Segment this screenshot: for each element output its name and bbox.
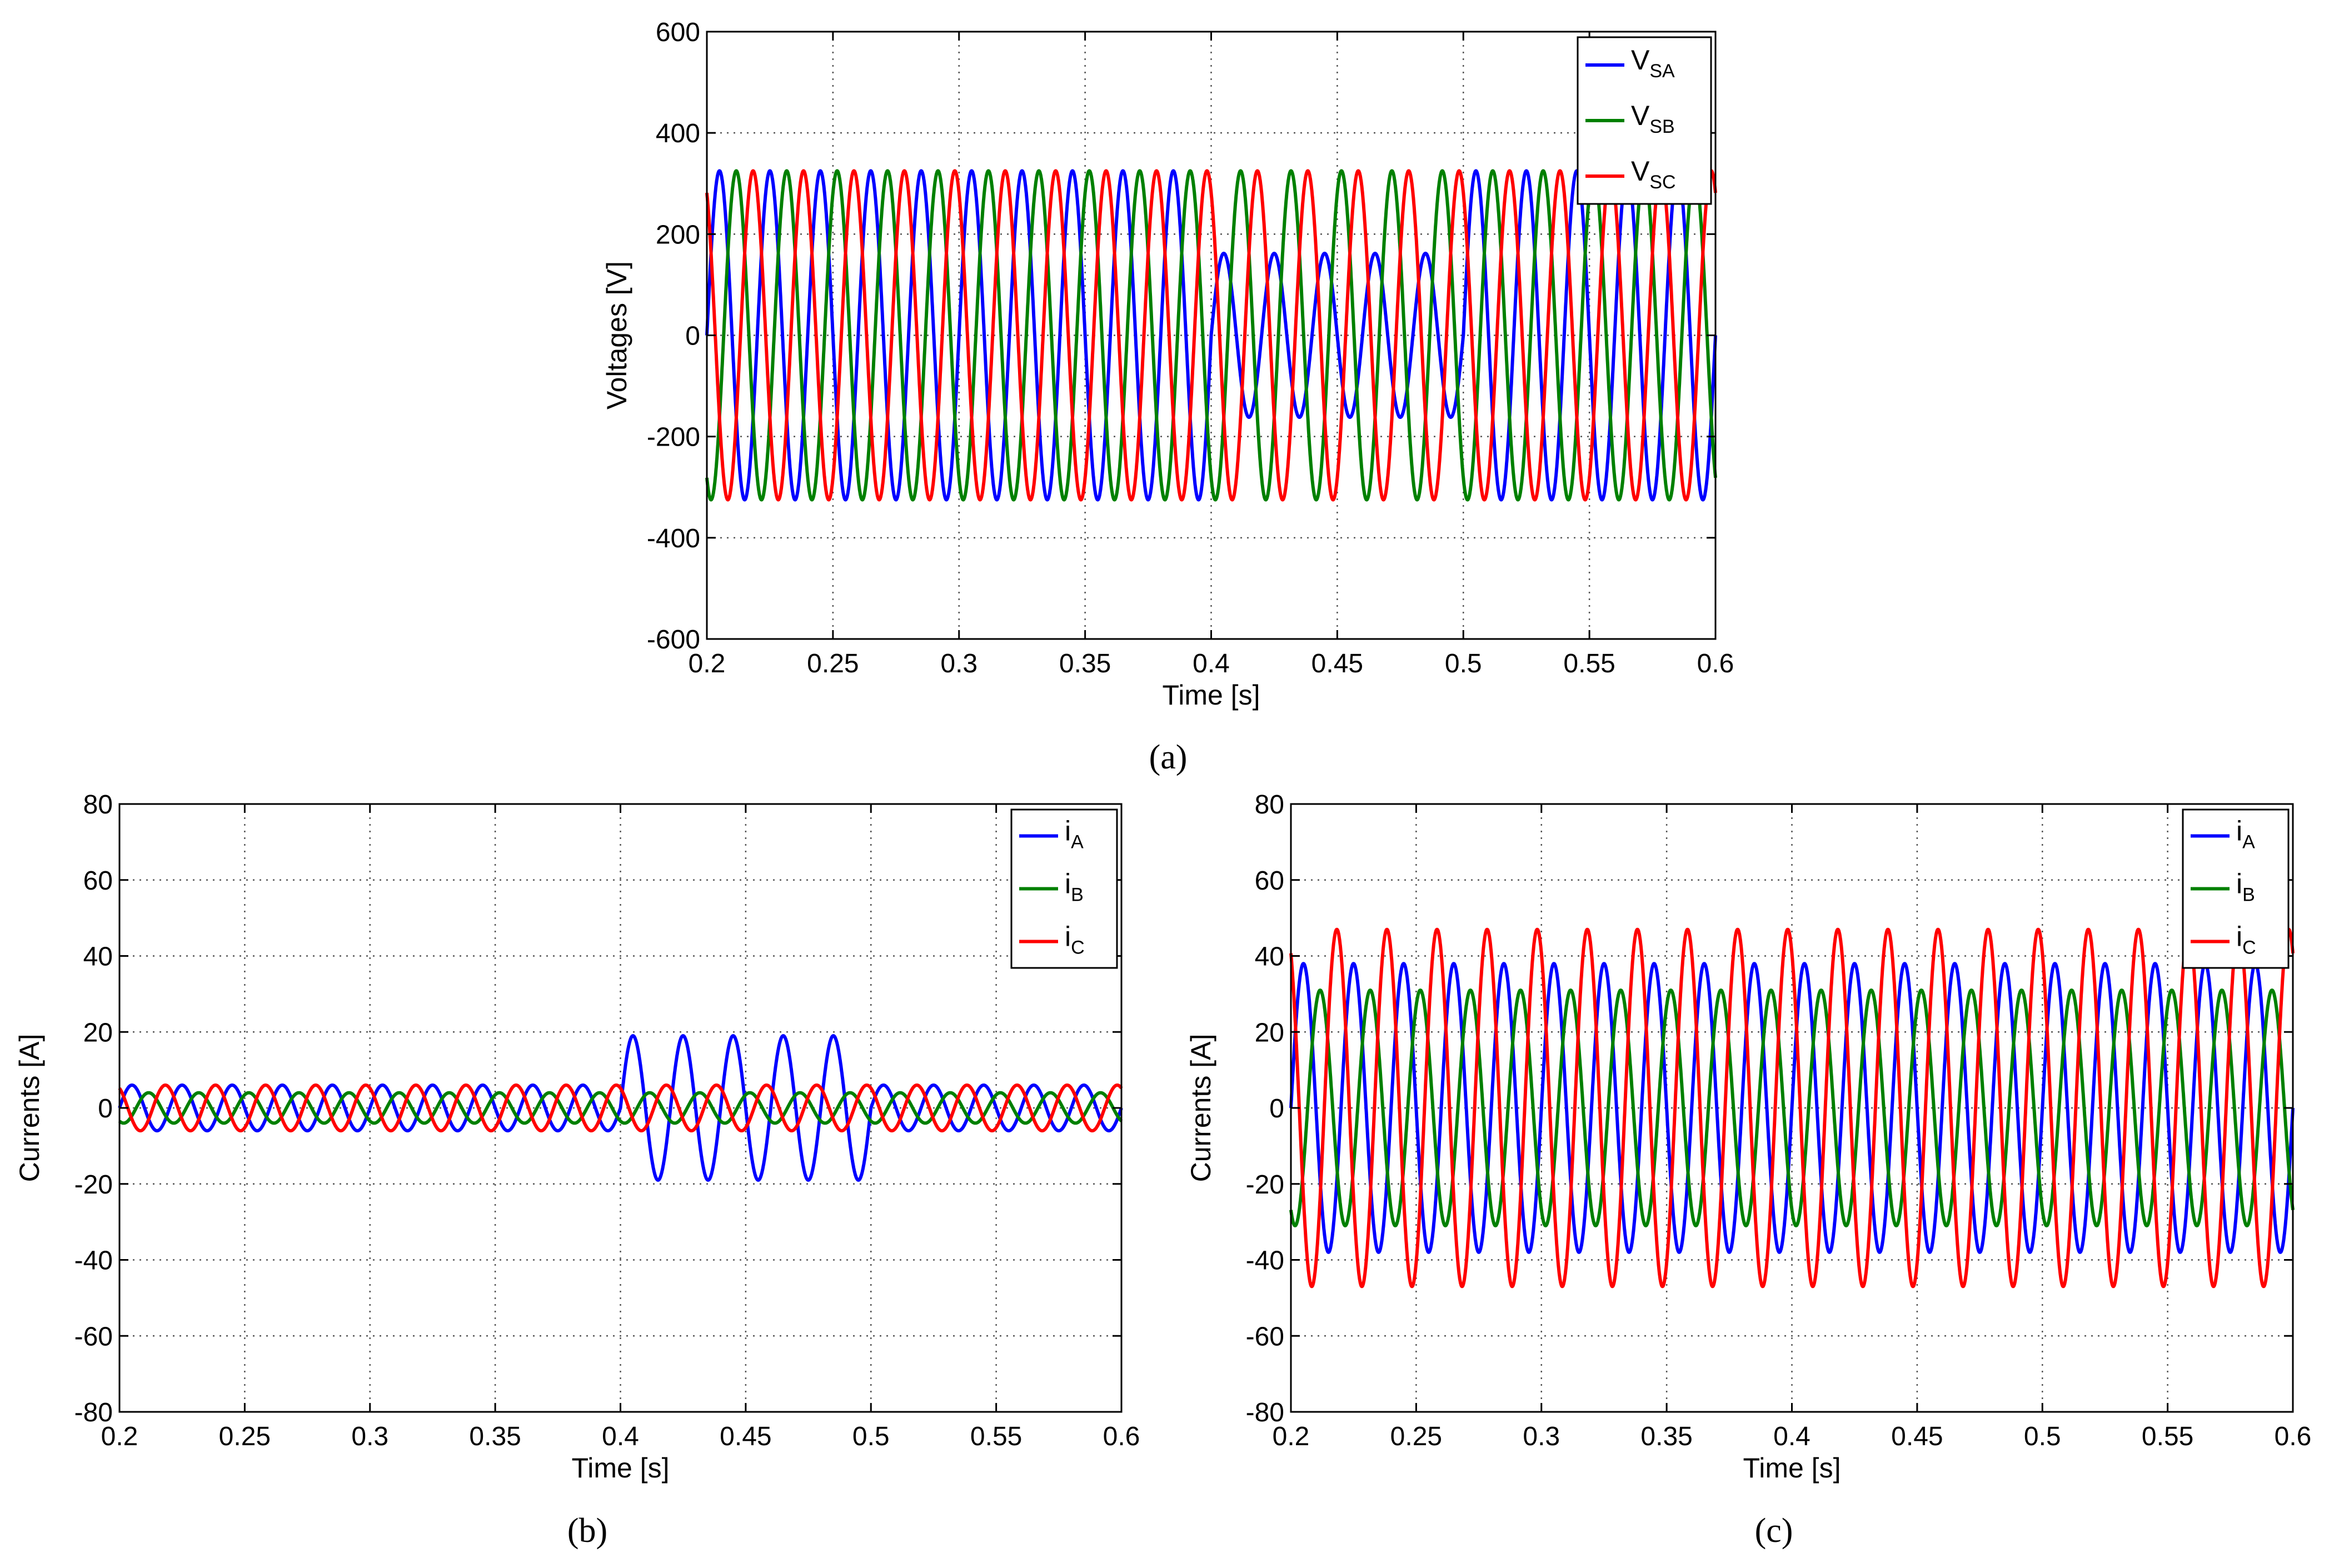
panel-c-ytick-label: -40 xyxy=(1246,1246,1284,1276)
panel-b: (b) 0.2 0.25 0.3 0.35 0.4 0.45 0.5 0.55 0.6 80 60 4… xyxy=(14,790,1140,1550)
panel-c-xlabel: Time [s] xyxy=(1743,1452,1841,1484)
panel-b-ytick-label: -60 xyxy=(74,1322,113,1351)
panel-a-ytick-label: 400 xyxy=(656,119,700,148)
panel-c-ytick-label: -60 xyxy=(1246,1322,1284,1351)
panel-c-ytick-label: 60 xyxy=(1255,866,1284,896)
panel-c-xtick-label: 0.3 xyxy=(1523,1422,1560,1451)
panel-a-ytick-label: 600 xyxy=(656,18,700,47)
panel-c-caption: (c) xyxy=(1755,1512,1793,1550)
panel-b-ytick-label: -20 xyxy=(74,1170,113,1200)
panel-a-series-sb xyxy=(705,169,1717,502)
panel-b-xtick-label: 0.5 xyxy=(852,1422,890,1451)
panel-c-series-c xyxy=(1289,927,2295,1289)
panel-a-xtick-label: 0.6 xyxy=(1697,649,1734,678)
panel-a-xtick-label: 0.45 xyxy=(1311,649,1363,678)
panel-b-ytick-label: 80 xyxy=(83,790,113,820)
panel-b-xtick-label: 0.3 xyxy=(351,1422,388,1451)
panel-c-legend-label-c: iC xyxy=(2236,921,2256,958)
panel-c-xtick-label: 0.4 xyxy=(1773,1422,1811,1451)
panel-c-xtick-label: 0.55 xyxy=(2142,1422,2193,1451)
panel-a-ytick-label: -400 xyxy=(647,524,700,553)
panel-a-series-sc xyxy=(705,169,1717,502)
panel-c-ylabel: Currents [A] xyxy=(1185,1034,1216,1182)
panel-a-xtick-label: 0.25 xyxy=(807,649,859,678)
panel-a-xtick-label: 0.2 xyxy=(689,649,726,678)
panel-c: (c) 0.2 0.25 0.3 0.35 0.4 0.45 0.5 0.55 0.6 80 60 4… xyxy=(1185,790,2311,1550)
panel-c-ytick-label: 0 xyxy=(1269,1094,1284,1123)
panel-b-xtick-label: 0.4 xyxy=(602,1422,639,1451)
panel-c-xtick-label: 0.2 xyxy=(1273,1422,1310,1451)
panel-b-xtick-label: 0.55 xyxy=(970,1422,1022,1451)
panel-c-ytick-label: -20 xyxy=(1246,1170,1284,1200)
panel-b-caption: (b) xyxy=(567,1512,607,1550)
panel-a-ytick-label: -200 xyxy=(647,423,700,452)
panel-b-xlabel: Time [s] xyxy=(572,1452,670,1484)
panel-b-series-c xyxy=(118,1083,1123,1132)
panel-c-xtick-label: 0.35 xyxy=(1640,1422,1692,1451)
panel-a-ytick-label: 0 xyxy=(685,322,700,351)
panel-b-xtick-label: 0.2 xyxy=(101,1422,138,1451)
panel-b-xtick-label: 0.6 xyxy=(1103,1422,1140,1451)
panel-a-xtick-label: 0.35 xyxy=(1059,649,1111,678)
panel-c-xtick-label: 0.45 xyxy=(1891,1422,1943,1451)
panel-b-ytick-label: 60 xyxy=(83,866,113,896)
panel-c-series-b xyxy=(1289,988,2295,1227)
panel-a-xtick-label: 0.3 xyxy=(940,649,978,678)
panel-a: (a) 0.2 0.25 0.3 0.35 0.4 0.45 0.5 0.55 0.6 600 40… xyxy=(601,18,1734,776)
panel-b-ytick-label: -80 xyxy=(74,1398,113,1427)
panel-b-ytick-label: 40 xyxy=(83,942,113,972)
panel-b-ytick-label: 20 xyxy=(83,1018,113,1047)
panel-b-xtick-label: 0.45 xyxy=(720,1422,771,1451)
panel-c-ytick-label: 80 xyxy=(1255,790,1284,820)
panel-b-ytick-label: 0 xyxy=(98,1094,113,1123)
panel-c-xtick-label: 0.5 xyxy=(2024,1422,2061,1451)
panel-a-xtick-label: 0.5 xyxy=(1445,649,1482,678)
panel-a-xtick-label: 0.55 xyxy=(1563,649,1615,678)
panel-b-series-a xyxy=(118,1034,1123,1182)
panel-a-xlabel: Time [s] xyxy=(1163,680,1260,711)
panel-a-ytick-label: -600 xyxy=(647,625,700,655)
panel-b-series-b xyxy=(118,1091,1123,1125)
panel-a-xtick-label: 0.4 xyxy=(1193,649,1230,678)
panel-a-series-sa xyxy=(705,169,1717,502)
panel-b-xtick-label: 0.25 xyxy=(219,1422,271,1451)
panel-c-ytick-label: 40 xyxy=(1255,942,1284,972)
panel-a-caption: (a) xyxy=(1149,738,1188,776)
panel-a-ylabel: Voltages [V] xyxy=(601,261,632,410)
panel-a-ytick-label: 200 xyxy=(656,220,700,249)
panel-b-xtick-label: 0.35 xyxy=(469,1422,521,1451)
panel-c-xtick-label: 0.6 xyxy=(2275,1422,2312,1451)
panel-b-ytick-label: -40 xyxy=(74,1246,113,1276)
panel-b-ylabel: Currents [A] xyxy=(14,1034,45,1182)
panel-c-ytick-label: -80 xyxy=(1246,1398,1284,1427)
panel-c-series-a xyxy=(1289,962,2295,1254)
panel-c-ytick-label: 20 xyxy=(1255,1018,1284,1047)
panel-c-xtick-label: 0.25 xyxy=(1390,1422,1442,1451)
